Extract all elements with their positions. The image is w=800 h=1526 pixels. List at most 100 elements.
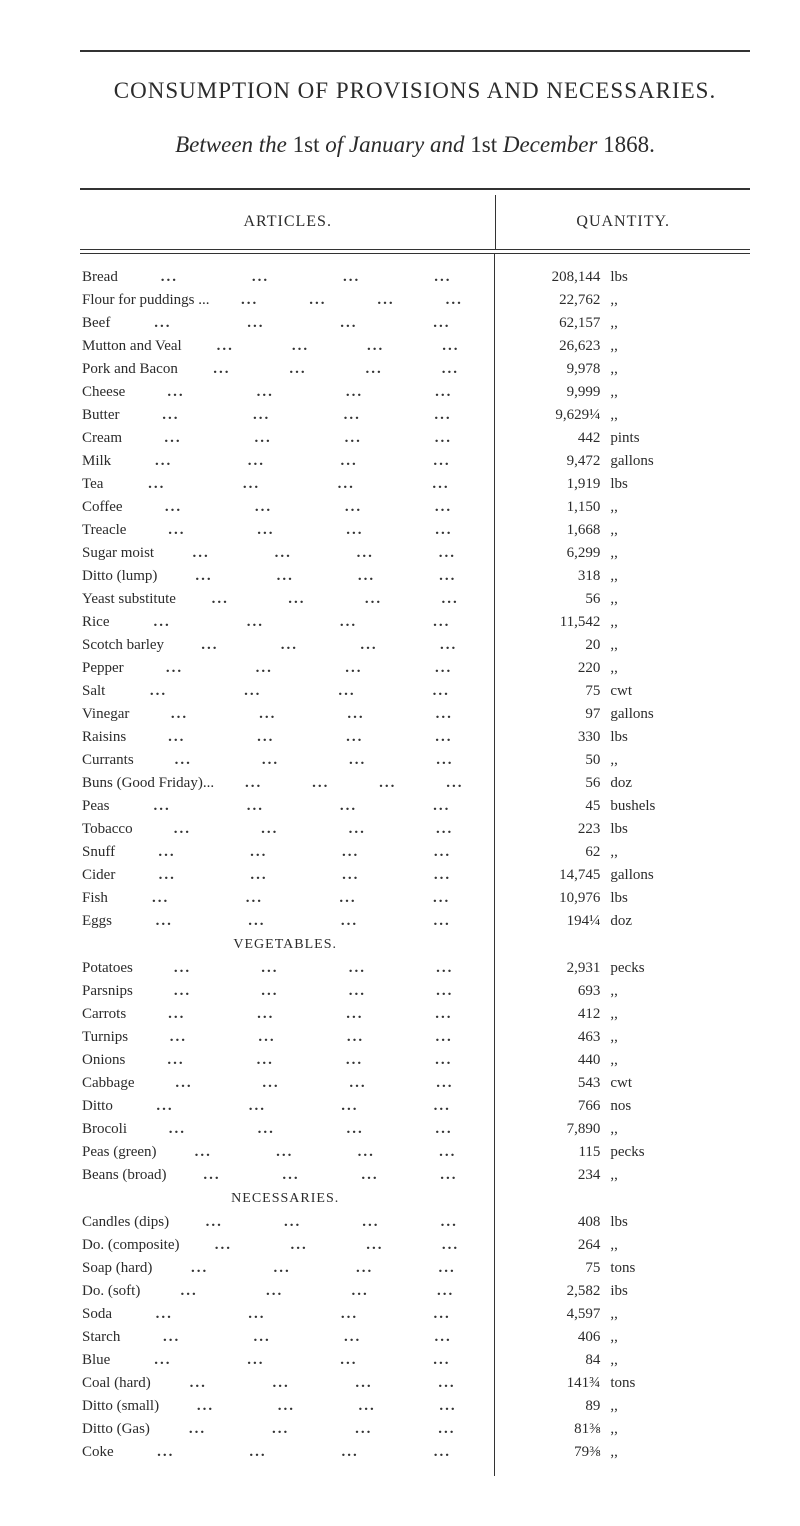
leader-dots: ... xyxy=(327,1395,408,1418)
section-spacer xyxy=(505,1187,748,1211)
leader-dots: ... xyxy=(403,1280,489,1303)
leader-dots: ... xyxy=(398,427,488,450)
quantity-row: 2,582ibs xyxy=(505,1280,748,1303)
quantity-unit: lbs xyxy=(610,726,748,749)
leader-dots-group: ............ xyxy=(109,473,488,496)
section-spacer xyxy=(505,933,748,957)
leader-dots: ... xyxy=(157,1372,240,1395)
quantity-row: 84,, xyxy=(505,1349,748,1372)
subtitle-b: 1st xyxy=(293,132,326,157)
quantity-value: 56 xyxy=(505,772,610,795)
leader-dots: ... xyxy=(215,266,306,289)
quantity-row: 20,, xyxy=(505,634,748,657)
leader-dots: ... xyxy=(163,565,244,588)
article-name: Peas (green) xyxy=(82,1141,163,1164)
quantity-unit: ,, xyxy=(610,496,748,519)
quantity-unit: ,, xyxy=(610,381,748,404)
leader-dots-group: ............ xyxy=(126,1326,488,1349)
table-row: Coke............ xyxy=(82,1441,488,1464)
quantity-unit: gallons xyxy=(610,864,748,887)
leader-dots: ... xyxy=(160,542,242,565)
leader-dots: ... xyxy=(116,611,209,634)
leader-dots: ... xyxy=(305,841,397,864)
quantity-unit: ,, xyxy=(610,358,748,381)
table-row: Cider............ xyxy=(82,864,488,887)
quantity-row: 318,, xyxy=(505,565,748,588)
leader-dots: ... xyxy=(409,1164,488,1187)
article-name: Eggs xyxy=(82,910,118,933)
section-header: VEGETABLES. xyxy=(82,933,488,957)
leader-dots: ... xyxy=(303,910,396,933)
quantity-value: 9,629¼ xyxy=(505,404,610,427)
leader-dots: ... xyxy=(134,1026,223,1049)
article-name: Sugar moist xyxy=(82,542,160,565)
leader-dots: ... xyxy=(129,496,219,519)
quantity-row: 45bushels xyxy=(505,795,748,818)
quantity-value: 1,919 xyxy=(505,473,610,496)
leader-dots: ... xyxy=(314,1072,401,1095)
table-row: Peas............ xyxy=(82,795,488,818)
table-row: Rice............ xyxy=(82,611,488,634)
quantity-value: 75 xyxy=(505,1257,610,1280)
quantity-value: 693 xyxy=(505,980,610,1003)
leader-dots: ... xyxy=(132,519,221,542)
leader-dots: ... xyxy=(407,1141,488,1164)
leader-dots: ... xyxy=(314,957,401,980)
quantity-unit: cwt xyxy=(610,1072,748,1095)
quantity-value: 26,623 xyxy=(505,335,610,358)
quantity-unit: doz xyxy=(610,910,748,933)
leader-dots: ... xyxy=(401,980,488,1003)
quantity-value: 81⅜ xyxy=(505,1418,610,1441)
leader-dots: ... xyxy=(109,473,204,496)
leader-dots-group: ............ xyxy=(170,634,488,657)
leader-dots: ... xyxy=(209,795,302,818)
leader-dots: ... xyxy=(165,1395,246,1418)
leader-dots-group: ............ xyxy=(146,1280,488,1303)
leader-dots: ... xyxy=(139,980,226,1003)
table-row: Milk............ xyxy=(82,450,488,473)
quantity-unit: ,, xyxy=(610,289,748,312)
leader-dots: ... xyxy=(156,1418,239,1441)
quantity-row: 14,745gallons xyxy=(505,864,748,887)
quantity-value: 330 xyxy=(505,726,610,749)
leader-dots: ... xyxy=(139,818,226,841)
leader-dots: ... xyxy=(330,1164,409,1187)
quantity-value: 56 xyxy=(505,588,610,611)
leader-dots-group: ............ xyxy=(121,864,488,887)
article-name: Scotch barley xyxy=(82,634,170,657)
leader-dots-group: ............ xyxy=(120,1441,489,1464)
leader-dots: ... xyxy=(211,1303,304,1326)
leader-dots: ... xyxy=(304,1095,396,1118)
leader-dots: ... xyxy=(209,1349,302,1372)
subtitle-d: 1st xyxy=(470,132,503,157)
leader-dots: ... xyxy=(132,726,221,749)
table-row: Peas (green)............ xyxy=(82,1141,488,1164)
quantity-value: 223 xyxy=(505,818,610,841)
quantity-row: 26,623,, xyxy=(505,335,748,358)
leader-dots-group: ............ xyxy=(216,289,489,312)
leader-dots: ... xyxy=(410,1211,488,1234)
table-row: Carrots............ xyxy=(82,1003,488,1026)
article-name: Beef xyxy=(82,312,116,335)
leader-dots-group: ............ xyxy=(182,588,488,611)
quantity-unit: pints xyxy=(610,427,748,450)
leader-dots: ... xyxy=(401,957,488,980)
leader-dots: ... xyxy=(401,818,488,841)
leader-dots: ... xyxy=(396,1303,489,1326)
leader-dots: ... xyxy=(400,1118,489,1141)
quantity-unit: lbs xyxy=(610,266,748,289)
leader-dots: ... xyxy=(227,749,314,772)
leader-dots: ... xyxy=(323,1372,406,1395)
quantity-unit: nos xyxy=(610,1095,748,1118)
article-name: Soap (hard) xyxy=(82,1257,158,1280)
article-name: Coal (hard) xyxy=(82,1372,157,1395)
table-row: Cabbage............ xyxy=(82,1072,488,1095)
leader-dots-group: ............ xyxy=(135,703,488,726)
table-header-row: ARTICLES. QUANTITY. xyxy=(80,195,750,250)
quantity-unit: ,, xyxy=(610,611,748,634)
table-row: Fish............ xyxy=(82,887,488,910)
leader-dots: ... xyxy=(338,335,413,358)
subtitle-a: Between the xyxy=(175,132,293,157)
leader-dots: ... xyxy=(310,1003,399,1026)
quantity-unit: ,, xyxy=(610,1441,748,1464)
